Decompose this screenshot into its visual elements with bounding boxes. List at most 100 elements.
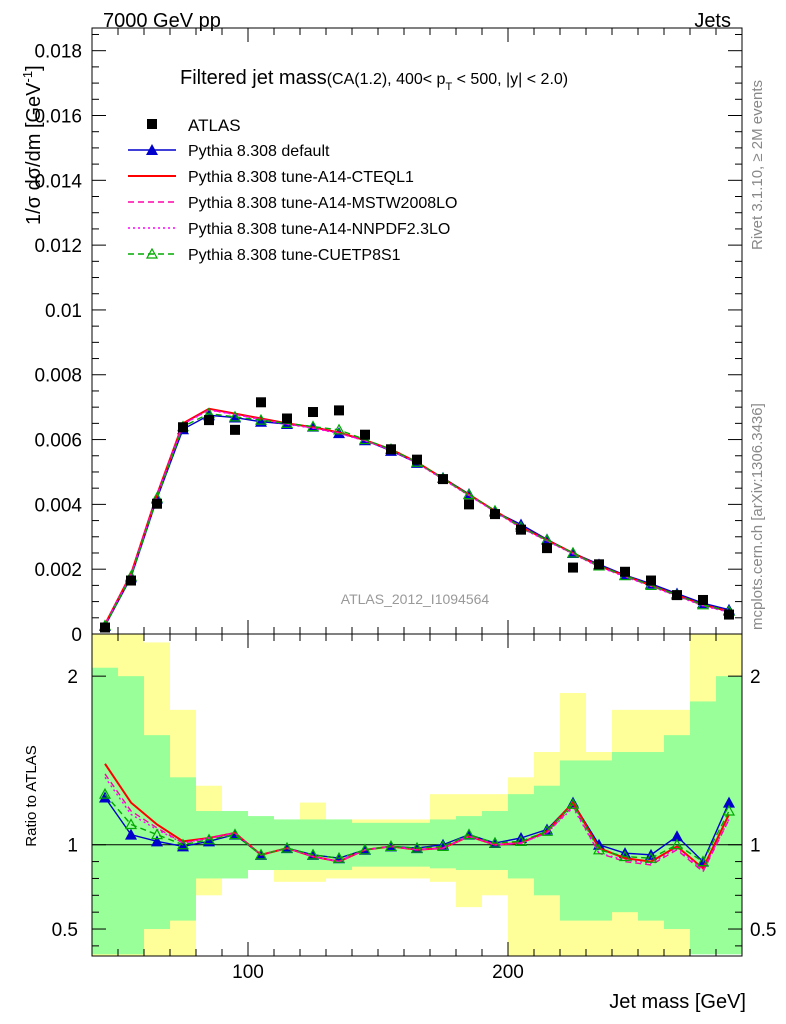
legend: ATLAS Pythia 8.308 default Pythia 8.308 tu…: [128, 116, 457, 264]
series-point-ratio: [150, 828, 164, 840]
y-axis-label-bottom: Ratio to ATLAS: [23, 745, 40, 846]
y-tick-label-top: 0.016: [34, 106, 82, 127]
series-point-ratio: [410, 841, 424, 853]
legend-entry-series: Pythia 8.308 tune-A14-CTEQL1: [128, 169, 414, 186]
series-point-ratio: [566, 798, 580, 809]
data-point: [230, 424, 240, 435]
x-tick-label: 100: [232, 962, 264, 983]
x-axis-label: Jet mass [GeV]: [609, 991, 746, 1013]
y-tick-label-bottom: 0.5: [52, 920, 78, 941]
chart-title-cond: (CA(1.2), 400< p: [327, 71, 446, 88]
legend-entry-series: Pythia 8.308 tune-A14-NNPDF2.3LO: [128, 221, 450, 238]
data-point: [724, 609, 734, 620]
series-point-ratio: [98, 787, 112, 799]
band-green-bin: [144, 735, 170, 930]
series-point-ratio: [644, 851, 658, 863]
y-tick-label-bottom: 1: [67, 836, 78, 857]
legend-label: Pythia 8.308 tune-A14-NNPDF2.3LO: [188, 221, 450, 238]
series-point-ratio: [202, 833, 216, 845]
data-point: [412, 454, 422, 465]
data-point: [360, 429, 370, 440]
legend-marker-data: [147, 119, 157, 129]
series-point-top: [254, 413, 268, 425]
series-point-ratio: [254, 848, 268, 860]
series-point-ratio: [592, 843, 606, 855]
data-point: [386, 444, 396, 455]
axes: 100 200 0 0.002 0.004 0.006 0.008 0.01 0.012 0.01…: [34, 27, 776, 983]
y-tick-label-top: 0.018: [34, 42, 82, 63]
data-point: [282, 413, 292, 424]
band-green-bin: [456, 816, 482, 871]
legend-marker: [145, 247, 159, 259]
data-point: [516, 524, 526, 535]
legend-entry-series: Pythia 8.308 tune-A14-MSTW2008LO: [128, 195, 457, 212]
data-point: [464, 499, 474, 510]
ratio-frame: [91, 633, 743, 957]
legend-marker: [146, 144, 158, 155]
series-point-top: [566, 546, 580, 558]
legend-label-data: ATLAS: [188, 116, 241, 135]
data-point: [178, 422, 188, 433]
series-point-ratio: [488, 836, 502, 848]
series-point-ratio: [384, 840, 398, 852]
y-tick-label-bottom: 2: [67, 667, 78, 688]
data-point: [620, 566, 630, 577]
series-point-top: [228, 410, 242, 422]
series-point-ratio: [332, 851, 346, 863]
series-point-ratio: [514, 835, 528, 846]
y-tick-label-bottom-right: 2: [750, 667, 761, 688]
data-point: [490, 509, 500, 520]
side-label-bottom: mcplots.cern.ch [arXiv:1306.3436]: [749, 403, 766, 630]
watermark: ATLAS_2012_I1094564: [341, 591, 490, 607]
series-point-ratio: [723, 796, 735, 808]
x-tick-label: 200: [492, 962, 524, 983]
band-green-bin: [560, 760, 586, 921]
series-point-ratio: [462, 828, 476, 840]
series-point-ratio: [151, 835, 163, 847]
series-point-ratio: [618, 850, 632, 862]
series-point-top: [332, 423, 346, 435]
y-tick-label-bottom-right: 1: [750, 836, 761, 857]
series-point-ratio: [306, 848, 320, 860]
band-green-bin: [612, 752, 638, 913]
data-point: [542, 543, 552, 554]
data-point: [594, 559, 604, 570]
legend-entry-data: ATLAS: [147, 116, 241, 135]
series-point-ratio: [722, 804, 736, 816]
band-green-bin: [534, 785, 560, 896]
legend-entry-series: Pythia 8.308 tune-CUETP8S1: [128, 247, 401, 264]
legend-label: Pythia 8.308 tune-A14-CTEQL1: [188, 169, 414, 186]
data-point: [646, 575, 656, 586]
legend-label: Pythia 8.308 tune-A14-MSTW2008LO: [188, 195, 457, 212]
y-tick-label-bottom-right: 0.5: [750, 920, 776, 941]
y-tick-label-top: 0.008: [34, 366, 82, 387]
data-point: [152, 498, 162, 509]
header-right: Jets: [694, 10, 731, 32]
series-point-ratio: [125, 828, 137, 840]
series-point-ratio: [228, 828, 242, 840]
y-tick-label-top: 0.006: [34, 431, 82, 452]
header-left: 7000 GeV pp: [103, 10, 221, 32]
chart-title: Filtered jet mass(CA(1.2), 400< pT < 500…: [180, 67, 568, 93]
uncertainty-bands: [92, 634, 742, 956]
series-point-top: [306, 420, 320, 432]
data-point: [126, 575, 136, 586]
legend-label: Pythia 8.308 default: [188, 143, 330, 160]
chart-title-tail: < 500, |y| < 2.0): [452, 71, 568, 88]
legend-label: Pythia 8.308 tune-CUETP8S1: [188, 247, 401, 264]
series-line-ratio: [104, 793, 730, 863]
y-tick-label-top: 0.01: [45, 301, 82, 322]
data-point: [698, 594, 708, 605]
data-point: [100, 622, 110, 633]
series-point-ratio: [540, 825, 554, 836]
y-tick-label-top: 0.014: [34, 171, 82, 192]
band-green-bin: [118, 676, 144, 955]
series-point-ratio: [670, 838, 684, 850]
data-point: [308, 407, 318, 418]
data-point: [672, 590, 682, 601]
series-line-top: [104, 412, 730, 626]
chart-title-sub: T: [445, 81, 452, 93]
y-axis-label-top: 1/σ dσ/dm [GeV-1]: [20, 65, 45, 225]
series-point-ratio: [176, 838, 190, 850]
